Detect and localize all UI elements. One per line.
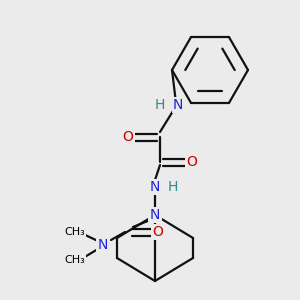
Text: H: H [168,180,178,194]
Text: CH₃: CH₃ [64,227,86,237]
Text: N: N [150,180,160,194]
Text: N: N [173,98,183,112]
Text: N: N [98,238,108,252]
Text: O: O [123,130,134,144]
Text: O: O [153,225,164,239]
Text: O: O [187,155,197,169]
Text: CH₃: CH₃ [64,255,86,265]
Text: N: N [150,208,160,222]
Text: H: H [154,98,165,112]
